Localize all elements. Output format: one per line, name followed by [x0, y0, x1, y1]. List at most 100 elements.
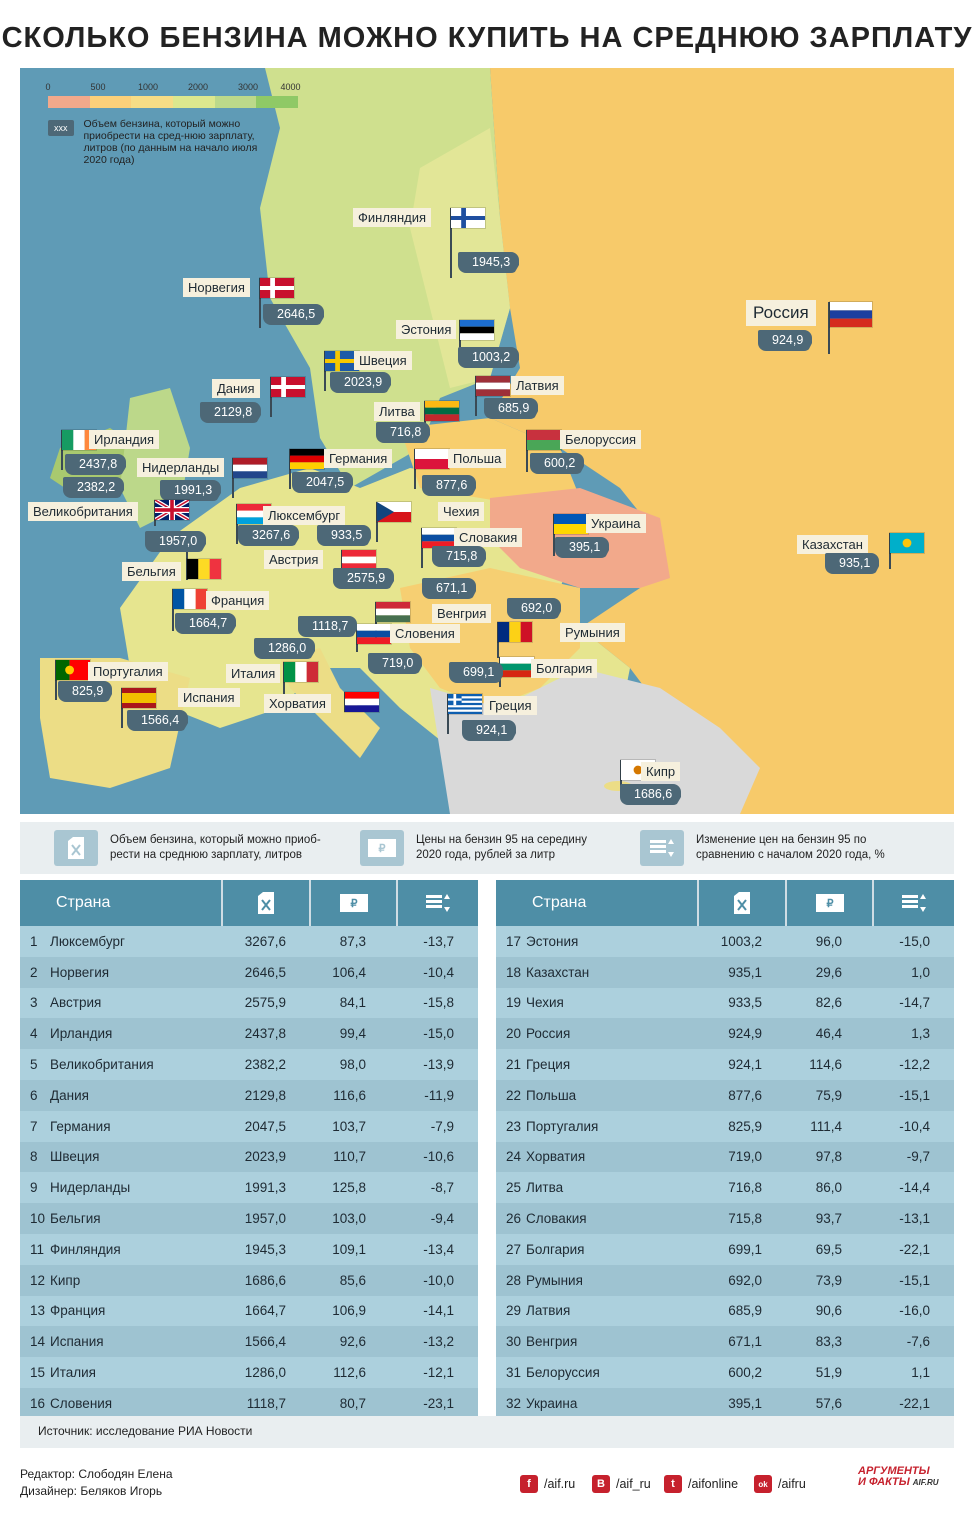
- flag-pole: [450, 208, 452, 278]
- legend-tick: 500: [90, 82, 106, 92]
- rank-cell: 24: [506, 1149, 522, 1165]
- country-label-belarus: Белоруссия: [560, 430, 642, 449]
- change-cell: -14,7: [899, 995, 930, 1011]
- flag-latvia-icon: [476, 376, 510, 396]
- twitter-icon: t: [664, 1475, 682, 1493]
- country-label-estonia: Эстония: [396, 320, 457, 339]
- price-cell: 97,8: [815, 1149, 842, 1165]
- svg-text:₽: ₽: [350, 898, 357, 910]
- country-label-kazakhstan: Казахстан: [797, 535, 868, 554]
- country-value-bulgaria: 699,1: [449, 662, 504, 683]
- svg-text:₽: ₽: [826, 898, 833, 910]
- flag-kazakhstan-icon: [890, 533, 924, 553]
- country-label-germany: Германия: [324, 449, 393, 468]
- coins-change-icon: [398, 880, 478, 926]
- volume-cell: 933,5: [728, 995, 762, 1011]
- country-label-poland: Польша: [448, 449, 507, 468]
- change-cell: -15,8: [423, 995, 454, 1011]
- volume-cell: 1686,6: [244, 1272, 286, 1288]
- table-row: 31 Белоруссия 600,2 51,9 1,1: [496, 1357, 954, 1388]
- facebook-icon: f: [520, 1475, 538, 1493]
- rank-cell: 13: [30, 1303, 46, 1319]
- country-value-norway: 2646,5: [263, 304, 325, 325]
- price-cell: 93,7: [815, 1211, 842, 1227]
- flag-pole: [526, 430, 528, 472]
- country-label-france: Франция: [206, 591, 270, 610]
- country-cell: Хорватия: [526, 1149, 586, 1165]
- price-cell: 69,5: [815, 1241, 842, 1257]
- info-change-text: Изменение цен на бензин 95 по сравнению …: [696, 834, 885, 861]
- country-label-portugal: Португалия: [88, 662, 168, 681]
- price-cell: 75,9: [815, 1087, 842, 1103]
- country-cell: Дания: [50, 1087, 89, 1103]
- price-cell: 98,0: [339, 1057, 366, 1073]
- rank-cell: 12: [30, 1272, 46, 1288]
- country-value-belgium: 1957,0: [145, 531, 207, 552]
- flag-pole: [186, 534, 188, 580]
- table-row: 23 Португалия 825,9 111,4 -10,4: [496, 1110, 954, 1142]
- country-cell: Венгрия: [526, 1334, 578, 1350]
- price-cell: 73,9: [815, 1272, 842, 1288]
- flag-pole: [553, 514, 555, 556]
- volume-cell: 935,1: [728, 964, 762, 980]
- volume-cell: 716,8: [728, 1180, 762, 1196]
- social-twitter-link[interactable]: t /aifonline: [664, 1475, 738, 1493]
- country-value-russia: 924,9: [758, 330, 813, 351]
- rank-cell: 15: [30, 1365, 46, 1381]
- designer-credit: Дизайнер: Беляков Игорь: [20, 1484, 163, 1498]
- volume-cell: 685,9: [728, 1303, 762, 1319]
- flag-austria-icon: [342, 550, 376, 570]
- rank-cell: 6: [30, 1087, 38, 1103]
- country-value-slovenia: 1118,7: [298, 616, 358, 637]
- change-cell: -10,4: [423, 964, 454, 980]
- table-row: 24 Хорватия 719,0 97,8 -9,7: [496, 1141, 954, 1173]
- price-cell: 84,1: [339, 995, 366, 1011]
- volume-cell: 1945,3: [244, 1241, 286, 1257]
- price-tag-icon: ₽: [360, 830, 404, 866]
- flag-luxembourg-icon: [237, 504, 271, 524]
- social-ok-link[interactable]: ok /aifru: [754, 1475, 806, 1493]
- country-value-croatia: 719,0: [368, 653, 423, 674]
- social-label: /aif_ru: [616, 1477, 651, 1491]
- table-row: 30 Венгрия 671,1 83,3 -7,6: [496, 1326, 954, 1358]
- country-value-lithuania: 716,8: [376, 422, 431, 443]
- country-cell: Португалия: [526, 1118, 599, 1134]
- aif-logo[interactable]: АРГУМЕНТЫ И ФАКТЫ AIF.RU: [858, 1466, 939, 1488]
- table-row: 21 Греция 924,1 114,6 -12,2: [496, 1049, 954, 1080]
- country-cell: Кипр: [50, 1272, 81, 1288]
- rank-cell: 22: [506, 1087, 522, 1103]
- rank-cell: 31: [506, 1365, 522, 1381]
- country-value-austria: 2575,9: [333, 568, 395, 589]
- flag-croatia-icon: [345, 692, 379, 712]
- flag-portugal-icon: [56, 660, 90, 680]
- table-row: 2 Норвегия 2646,5 106,4 -10,4: [20, 956, 478, 988]
- rank-cell: 21: [506, 1057, 522, 1073]
- flag-denmark-icon: [271, 377, 305, 397]
- legend-tick: 1000: [137, 82, 159, 92]
- table-row: 26 Словакия 715,8 93,7 -13,1: [496, 1203, 954, 1234]
- vk-icon: B: [592, 1475, 610, 1493]
- legend-swatch: [256, 96, 299, 108]
- flag-pole: [259, 278, 261, 328]
- legend-tick: 0: [45, 82, 51, 92]
- flag-pole: [55, 660, 57, 700]
- volume-cell: 2047,5: [244, 1118, 286, 1134]
- table-row: 1 Люксембург 3267,6 87,3 -13,7: [20, 926, 478, 957]
- country-cell: Великобритания: [50, 1057, 154, 1073]
- volume-cell: 671,1: [728, 1334, 762, 1350]
- rank-cell: 29: [506, 1303, 522, 1319]
- social-facebook-link[interactable]: f /aif.ru: [520, 1475, 575, 1493]
- rank-cell: 3: [30, 995, 38, 1011]
- country-value-italy: 1286,0: [254, 638, 316, 659]
- country-value-spain: 1566,4: [127, 710, 189, 731]
- flag-pole: [61, 430, 63, 470]
- logo-line1: АРГУМЕНТЫ: [858, 1465, 930, 1477]
- flag-germany-icon: [290, 449, 324, 469]
- country-cell: Испания: [50, 1334, 104, 1350]
- volume-cell: 924,9: [728, 1026, 762, 1042]
- social-vk-link[interactable]: B /aif_ru: [592, 1475, 651, 1493]
- country-cell: Швеция: [50, 1149, 100, 1165]
- price-cell: 57,6: [815, 1395, 842, 1411]
- price-cell: 90,6: [815, 1303, 842, 1319]
- flag-ukraine-icon: [554, 514, 588, 534]
